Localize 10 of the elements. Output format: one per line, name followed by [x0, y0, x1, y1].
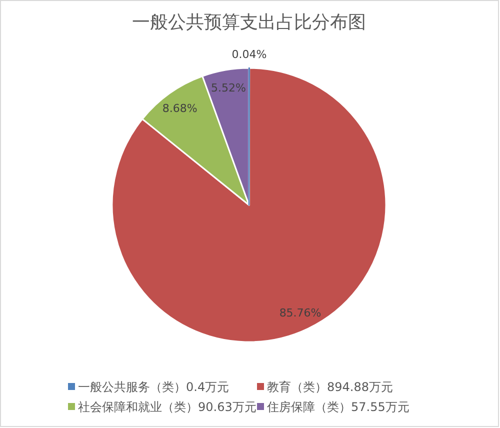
data-label: 5.52% [210, 81, 246, 94]
legend-label: 一般公共服务（类）0.4万元 [78, 380, 230, 394]
data-label: 8.68% [162, 102, 198, 115]
legend-label: 住房保障（类）57.55万元 [266, 400, 410, 414]
legend-label: 社会保障和就业（类）90.63万元 [78, 400, 256, 414]
data-label: 0.04% [232, 48, 267, 61]
pie-slice [111, 67, 387, 343]
data-label: 85.76% [279, 306, 322, 320]
chart-title: 一般公共预算支出占比分布图 [132, 12, 366, 33]
legend-label: 教育（类）894.88万元 [267, 380, 393, 394]
